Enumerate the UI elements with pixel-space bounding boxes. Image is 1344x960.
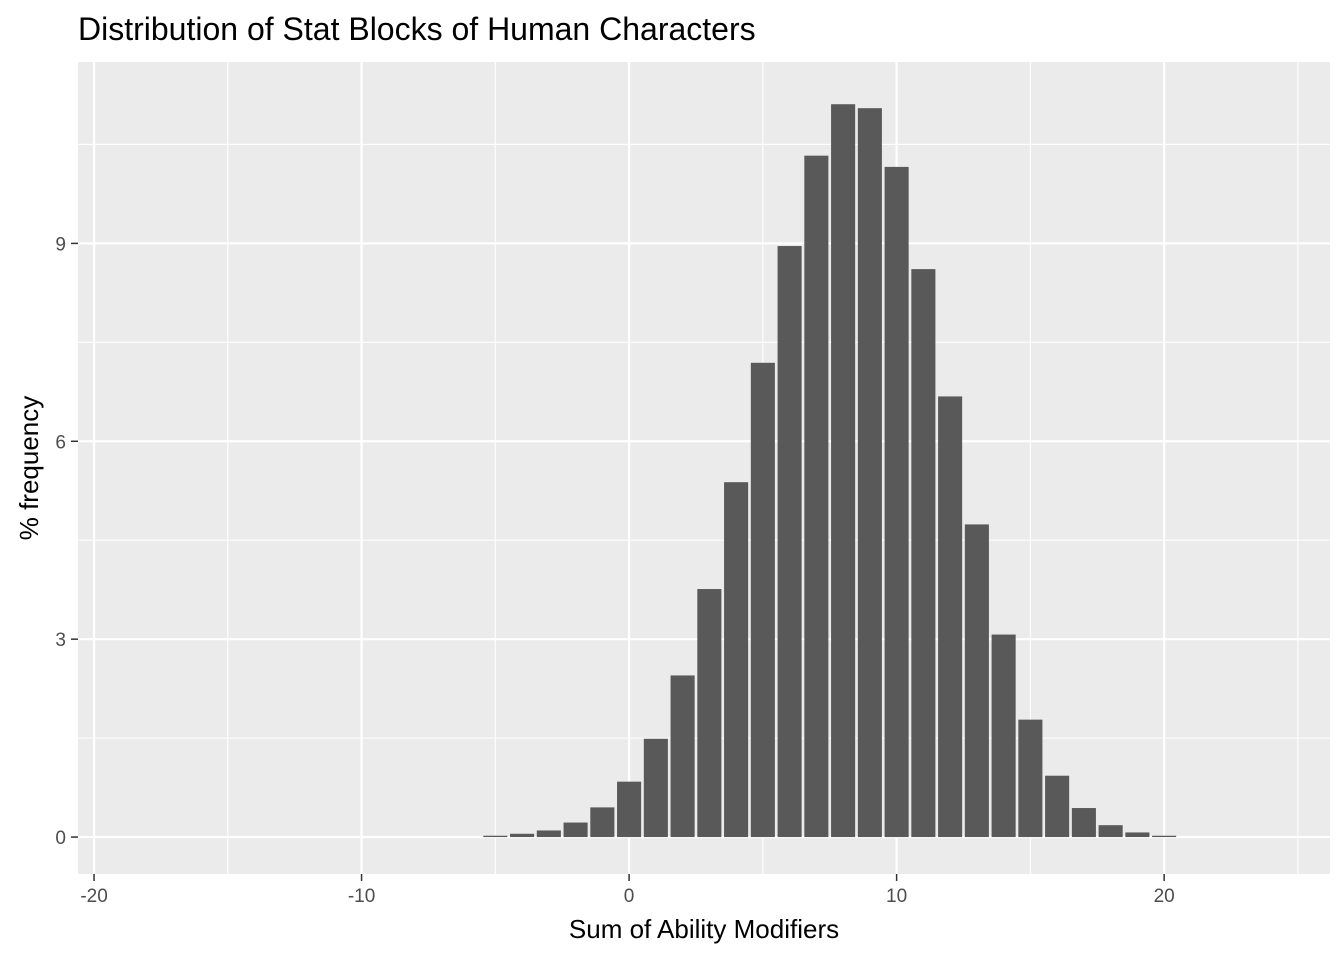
histogram-bar: 19: 0.07 (1125, 832, 1150, 838)
histogram-bar: 2: 2.45 (670, 675, 695, 838)
histogram-bar: 10: 10.16 (884, 166, 909, 838)
y-axis: 0 3 6 9 (55, 234, 78, 849)
y-tick-label: 6 (55, 432, 66, 453)
histogram-bar: 9: 11.05 (857, 108, 882, 838)
y-tick-label: 9 (55, 234, 66, 255)
histogram-bar: 17: 0.44 (1071, 808, 1096, 838)
x-tick-label: 10 (886, 886, 907, 907)
x-axis: -20 -10 0 10 20 (80, 874, 1175, 907)
histogram-bar: 14: 3.07 (991, 634, 1016, 838)
histogram-bar: 16: 0.93 (1045, 775, 1070, 838)
x-tick-label: -10 (348, 886, 375, 907)
histogram-bar: 4: 5.38 (724, 482, 749, 838)
histogram-bar: -1: 0.45 (590, 807, 615, 838)
histogram-bar: 12: 6.68 (938, 396, 963, 838)
histogram-bar: 6: 8.96 (777, 246, 802, 838)
histogram-bar: -3: 0.1 (536, 830, 561, 838)
x-tick-label: 0 (624, 886, 635, 907)
histogram-bar: 5: 7.19 (750, 362, 775, 838)
histogram-bar: 0: 0.84 (617, 781, 642, 838)
histogram-bar: 13: 4.74 (964, 524, 989, 838)
bars: -5: 0.02-4: 0.05-3: 0.1-2: 0.22-1: 0.450… (483, 104, 1177, 838)
histogram-bar: -5: 0.02 (483, 835, 508, 838)
x-axis-title: Sum of Ability Modifiers (569, 914, 839, 944)
x-tick-label: -20 (80, 886, 107, 907)
histogram-bar: -2: 0.22 (563, 822, 588, 838)
y-axis-title: % frequency (14, 396, 44, 541)
histogram-bar: 18: 0.18 (1098, 825, 1123, 838)
y-tick-label: 3 (55, 630, 66, 651)
histogram-bar: 11: 8.61 (911, 269, 936, 838)
chart-title: Distribution of Stat Blocks of Human Cha… (78, 11, 756, 47)
histogram-bar: 7: 10.33 (804, 155, 829, 838)
histogram-bar: 8: 11.11 (831, 104, 856, 838)
histogram-bar: 15: 1.78 (1018, 719, 1043, 838)
histogram-bar: 20: 0.02 (1152, 835, 1177, 838)
x-tick-label: 20 (1154, 886, 1175, 907)
histogram-bar: 3: 3.76 (697, 589, 722, 838)
histogram-bar: -4: 0.05 (510, 833, 535, 838)
y-tick-label: 0 (55, 828, 66, 849)
histogram-bar: 1: 1.49 (643, 738, 668, 838)
